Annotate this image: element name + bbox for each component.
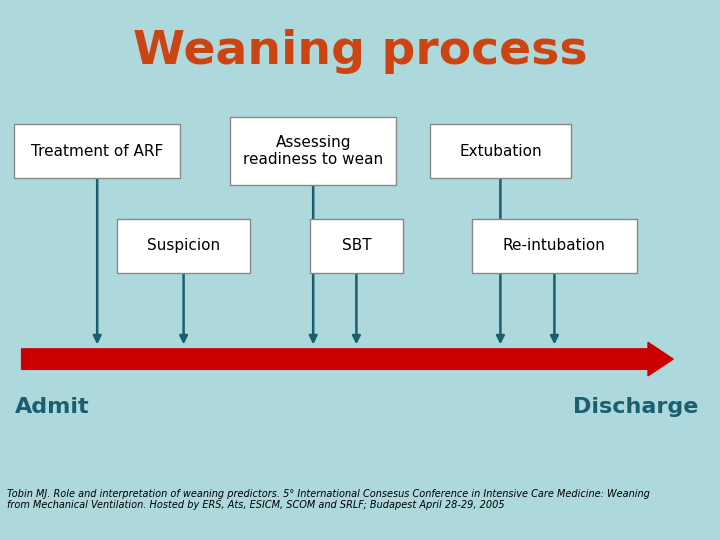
Text: Extubation: Extubation <box>459 144 541 159</box>
Text: Re-intubation: Re-intubation <box>503 238 606 253</box>
Text: Suspicion: Suspicion <box>147 238 220 253</box>
FancyBboxPatch shape <box>230 117 396 185</box>
FancyBboxPatch shape <box>14 124 180 178</box>
FancyBboxPatch shape <box>117 219 251 273</box>
FancyBboxPatch shape <box>310 219 403 273</box>
FancyArrow shape <box>22 342 673 376</box>
Text: Assessing
readiness to wean: Assessing readiness to wean <box>243 135 383 167</box>
FancyBboxPatch shape <box>430 124 571 178</box>
FancyBboxPatch shape <box>472 219 637 273</box>
Text: Admit: Admit <box>14 397 89 417</box>
Text: Treatment of ARF: Treatment of ARF <box>31 144 163 159</box>
Text: Discharge: Discharge <box>573 397 698 417</box>
Text: SBT: SBT <box>341 238 372 253</box>
Text: Weaning process: Weaning process <box>132 29 588 74</box>
Text: Tobin MJ. Role and interpretation of weaning predictors. 5° International Conses: Tobin MJ. Role and interpretation of wea… <box>7 489 650 510</box>
